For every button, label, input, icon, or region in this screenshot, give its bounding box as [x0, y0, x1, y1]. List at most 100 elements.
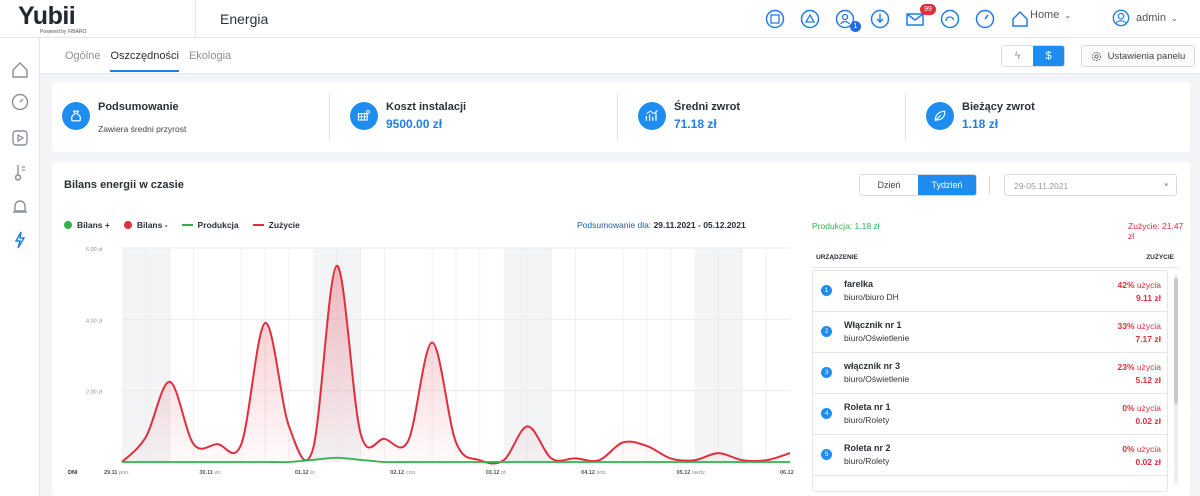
legend-line-icon [252, 224, 264, 226]
scrollbar-thumb[interactable] [1174, 278, 1178, 404]
energy-unit-button[interactable]: ϟ [1014, 50, 1021, 62]
home-label: Home [1030, 9, 1060, 21]
date-range-select[interactable]: 29-05.11.2021 ▾ [1004, 174, 1177, 196]
sidebar-climate-icon[interactable] [10, 162, 30, 182]
solar-panel-icon [350, 102, 378, 130]
device-table-header: URZĄDZENIE ZUŻYCIE [812, 248, 1178, 268]
energy-chart[interactable]: 6.00 zł 4.00 zł 2.00 zł DNI 29.11 pon. 30.11 … [64, 240, 794, 480]
summary-title: Bieżący zwrot [962, 101, 1035, 113]
tab-ogolne[interactable]: Ogólne [65, 50, 101, 62]
device-location: biuro/Rolety [844, 456, 890, 466]
users-icon[interactable]: 1 [832, 6, 861, 32]
tabs: Ogólne Oszczędności Ekologia [65, 50, 241, 72]
device-usage-pct: 23% użycia [1118, 362, 1161, 372]
device-name: Włącznik nr 1 [844, 320, 902, 330]
money-unit-button[interactable]: $ [1033, 46, 1064, 66]
divider [329, 92, 330, 142]
pct-value: 0% [1122, 403, 1135, 413]
x-axis-label: DNI [68, 470, 78, 476]
panel-title: Bilans energii w czasie [64, 179, 184, 191]
weather-icon[interactable] [937, 6, 963, 32]
sidebar-home-icon[interactable] [10, 60, 30, 80]
legend-label: Bilans - [136, 220, 168, 230]
device-row[interactable]: 2 Włącznik nr 1 biuro/Oświetlenie 33% uż… [813, 312, 1167, 353]
device-name: Roleta nr 2 [844, 443, 891, 453]
legend-production[interactable]: Produkcja [181, 220, 239, 230]
user-menu[interactable]: admin ⌄ [1112, 9, 1178, 27]
device-rank: 5 [821, 449, 832, 460]
summary-title: Średni zwrot [674, 101, 741, 113]
device-list-scrollbar[interactable] [1174, 274, 1178, 484]
x-tick-label: 04.12 sob. [581, 470, 607, 476]
dashboard-icon[interactable] [972, 6, 998, 32]
x-tick-label: 02.12 czw. [390, 470, 416, 476]
y-tick-label: 4.00 zł [86, 318, 103, 324]
summary-card-overview: Podsumowanie Zawiera średni przyrost [52, 82, 340, 152]
x-tick-label: 03.12 pt. [486, 470, 508, 476]
device-name: farelka [844, 279, 874, 289]
sub-header: Ogólne Oszczędności Ekologia ϟ $ Ustawie… [40, 38, 1200, 74]
legend-dot-icon [123, 221, 132, 229]
sidebar-gauge-icon[interactable] [10, 92, 30, 112]
sidebar-alarm-icon[interactable] [10, 196, 30, 216]
page-title: Energia [220, 11, 269, 27]
col-usage[interactable]: ZUŻYCIE [1146, 254, 1174, 261]
gear-icon [1091, 51, 1101, 61]
logo-text: Yubii [18, 2, 76, 30]
home-icon[interactable] [1007, 6, 1033, 32]
device-name: Roleta nr 1 [844, 402, 891, 412]
device-list: 1 farelka biuro/biuro DH 42% użycia 9.11… [812, 270, 1168, 492]
tab-ekologia[interactable]: Ekologia [188, 50, 232, 62]
summary-desc: Zawiera średni przyrost [98, 124, 187, 134]
scenes-icon[interactable] [797, 6, 823, 32]
legend-balance-plus[interactable]: Bilans + [64, 220, 110, 230]
x-tick-label: 01.12 śr. [295, 470, 317, 476]
device-location: biuro/Oświetlenie [844, 333, 910, 343]
mail-icon[interactable]: 99 [902, 4, 936, 32]
chevron-down-icon: ▾ [1164, 182, 1168, 189]
device-location: biuro/Rolety [844, 415, 890, 425]
legend-line-icon [181, 224, 193, 226]
device-usage-pct: 33% użycia [1118, 321, 1161, 331]
sidebar-energy-icon[interactable] [10, 230, 30, 250]
legend-consumption[interactable]: Zużycie [252, 220, 300, 230]
devices-icon[interactable] [762, 6, 788, 32]
divider [905, 92, 906, 142]
logo[interactable]: Yubii Powered by FIBARO [18, 2, 188, 36]
money-bag-icon [62, 102, 90, 130]
panel-settings-button[interactable]: Ustawienia panelu [1081, 45, 1195, 67]
device-cost: 7.17 zł [1135, 334, 1161, 344]
device-cost: 0.02 zł [1135, 457, 1161, 467]
device-cost: 5.12 zł [1135, 375, 1161, 385]
legend-label: Zużycie [268, 220, 300, 230]
device-rank: 1 [821, 285, 832, 296]
period-day-button[interactable]: Dzień [877, 180, 901, 190]
device-row[interactable]: 1 farelka biuro/biuro DH 42% użycia 9.11… [813, 271, 1167, 312]
sidebar-media-icon[interactable] [10, 128, 30, 148]
device-row[interactable]: 5 Roleta nr 2 biuro/Rolety 0% użycia 0.0… [813, 435, 1167, 476]
consumption-total: Zużycie: 21.47 zł [1128, 221, 1184, 241]
leaf-icon [926, 102, 954, 130]
period-week-button[interactable]: Tydzień [918, 175, 976, 195]
device-location: biuro/Oświetlenie [844, 374, 910, 384]
date-range-value: 29-05.11.2021 [1014, 181, 1069, 191]
device-row[interactable]: 3 włącznik nr 3 biuro/Oświetlenie 23% uż… [813, 353, 1167, 394]
device-row[interactable]: 4 Roleta nr 1 biuro/Rolety 0% użycia 0.0… [813, 394, 1167, 435]
home-selector[interactable]: Home ⌄ [1030, 9, 1071, 21]
tab-oszczednosci[interactable]: Oszczędności [110, 50, 179, 72]
legend-dot-icon [64, 221, 72, 229]
download-icon[interactable] [867, 6, 893, 32]
pct-label: użycia [1136, 444, 1161, 454]
x-tick-label: 29.11 pon. [104, 470, 130, 476]
legend-balance-minus[interactable]: Bilans - [123, 220, 168, 230]
summary-card-install-cost: Koszt instalacji 9500.00 zł [340, 82, 628, 152]
col-device[interactable]: URZĄDZENIE [816, 254, 858, 261]
production-total: Produkcja: 1.18 zł [812, 221, 880, 231]
pct-value: 33% [1117, 321, 1135, 331]
summary-range-prefix: Podsumowanie dla: [577, 220, 652, 230]
chevron-down-icon: ⌄ [1064, 10, 1072, 20]
pct-label: użycia [1136, 403, 1161, 413]
growth-chart-icon [638, 102, 666, 130]
notifications-badge: 99 [920, 4, 936, 15]
summary-value: 1.18 zł [962, 117, 999, 131]
